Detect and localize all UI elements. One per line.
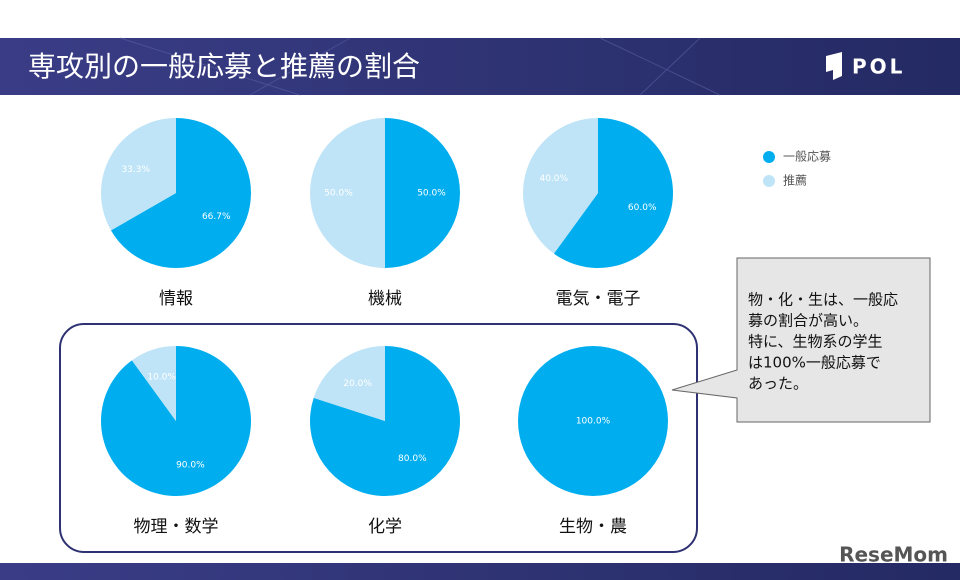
charts: 66.7% 33.3% 情報 50.0% 50.0% 機械 60.0% 40.0% 電気・電子 9… [100,117,673,537]
callout-line: 募の割合が高い。 [748,312,868,330]
legend-swatch [763,175,775,187]
header-pattern [119,37,721,96]
slice-label: 60.0% [628,203,657,213]
logo-icon [826,52,842,80]
slice-label: 20.0% [343,379,372,389]
legend-swatch [763,151,775,163]
slice-label: 80.0% [398,454,427,464]
slice-label: 90.0% [176,461,205,471]
header-band [0,38,960,95]
slice-label: 10.0% [147,372,176,382]
pie-title: 情報 [159,289,193,309]
callout-line: 特に、生物系の学生 [748,333,883,351]
pie-title: 化学 [368,517,402,537]
pie-slice [385,118,460,268]
slice-label: 33.3% [121,165,150,175]
slice-label: 66.7% [202,212,231,222]
legend-label: 推薦 [783,174,807,188]
slice-label: 100.0% [576,417,611,427]
slice-label: 50.0% [324,189,353,199]
slice-label: 40.0% [539,174,568,184]
slice-label: 50.0% [417,189,446,199]
callout-box [671,257,931,423]
highlight-box [59,323,698,553]
callout-line: あった。 [748,375,808,393]
pie-slice [100,117,176,231]
pie-slice [101,346,252,497]
pie-title: 機械 [368,289,402,309]
pie-slice [110,118,252,268]
legend-label: 一般応募 [783,149,831,164]
pie-title: 電気・電子 [556,289,641,309]
pie-slice [131,346,176,421]
pie-title: 生物・農 [559,517,627,537]
callout-line: 物・化・生は、一般応 [748,291,898,309]
pie-slice [523,118,598,254]
pie-slice [310,118,385,268]
callout-line: は100%一般応募で [748,354,881,372]
slide-title: 専攻別の一般応募と推薦の割合 [28,50,420,83]
callout: 物・化・生は、一般応募の割合が高い。特に、生物系の学生は100%一般応募であった… [748,291,898,393]
pie-slice [553,118,673,268]
pie-title: 物理・数学 [134,517,219,537]
pie-slice [313,346,385,421]
watermark: ReseMom [839,543,948,567]
footer-band [0,563,960,580]
pie-slice [518,346,668,496]
logo-text: POL [852,55,905,79]
